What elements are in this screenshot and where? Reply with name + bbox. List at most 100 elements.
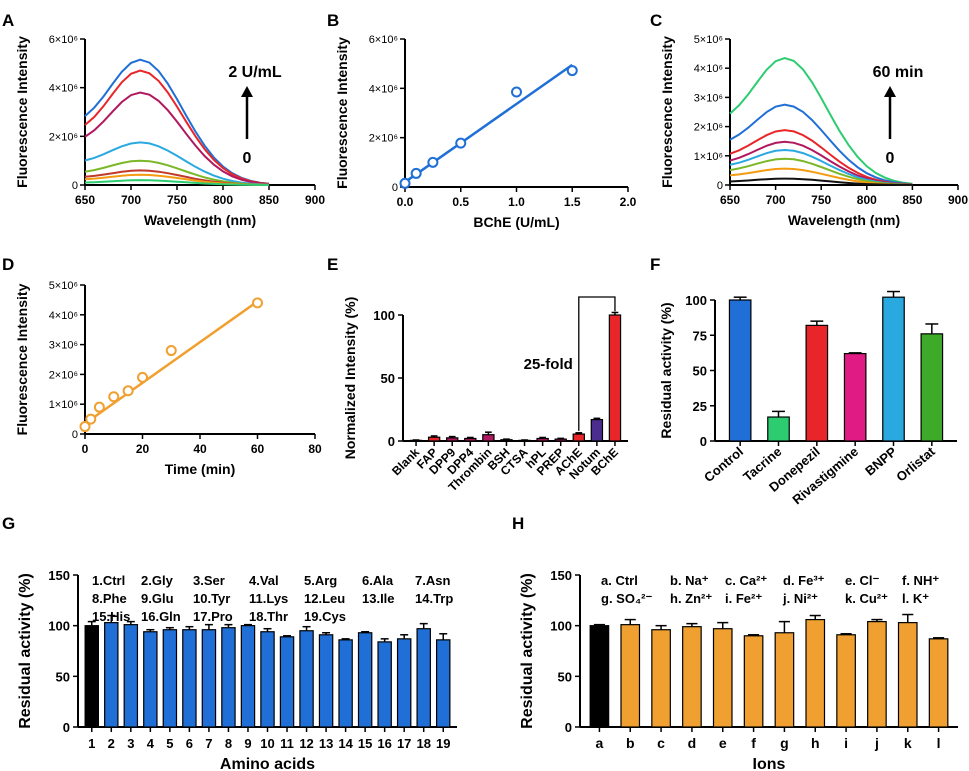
y-tick-label: 3×10⁶ <box>694 92 723 104</box>
bar <box>572 433 585 442</box>
y-tick-label: 5×10⁶ <box>49 280 78 292</box>
x-axis-label: Ions <box>753 756 786 771</box>
x-axis-label: Wavelength (nm) <box>144 212 256 228</box>
panel-letter: H <box>512 514 524 533</box>
data-point <box>137 371 148 383</box>
bar <box>416 628 431 728</box>
x-tick-label: 12 <box>299 736 313 751</box>
fit-line <box>84 300 259 425</box>
bar <box>590 418 604 442</box>
x-axis-label: BChE (U/mL) <box>473 214 559 230</box>
x-tick-label: 7 <box>205 736 212 751</box>
bar <box>805 618 826 728</box>
bar <box>518 439 531 442</box>
x-tick-label: 4 <box>147 736 155 751</box>
data-point <box>410 167 422 179</box>
x-tick-label: 1.5 <box>564 195 581 209</box>
bar <box>104 622 119 728</box>
bar <box>589 625 610 728</box>
x-tick-label: i <box>844 735 848 751</box>
y-tick-label: 6×10⁶ <box>369 34 398 46</box>
y-tick-label: 4×10⁶ <box>49 83 78 95</box>
bar <box>279 636 295 728</box>
y-tick-label: 0 <box>63 720 70 735</box>
bar <box>836 634 856 728</box>
y-tick-label: 4×10⁶ <box>694 63 723 75</box>
x-tick-label: a <box>596 735 604 751</box>
spectrum-line <box>729 103 913 186</box>
y-tick-label: 1×10⁶ <box>49 399 78 411</box>
x-tick-label: 60 <box>251 442 265 456</box>
bar <box>867 621 887 728</box>
bar <box>318 634 334 728</box>
bar <box>162 629 178 728</box>
bar <box>338 639 353 728</box>
x-tick-label: 19 <box>436 736 450 751</box>
x-tick-label: 40 <box>193 442 207 456</box>
panel-letter: C <box>650 11 662 30</box>
data-point <box>455 137 467 149</box>
y-axis-label: Fluorescence Intensity <box>334 37 350 189</box>
y-tick-label: 150 <box>550 568 572 583</box>
y-tick-label: 150 <box>48 568 70 583</box>
legend-entry: 5.Arg <box>304 573 337 588</box>
panel-e: E050100BlankFAPDPP9DPP4ThrombinBSHCTSAhP… <box>327 255 628 494</box>
y-tick-label: 1×10⁶ <box>694 151 723 163</box>
data-point <box>85 413 97 425</box>
bar <box>409 439 423 442</box>
panel-letter: A <box>2 11 14 30</box>
x-tick-label: 750 <box>811 193 831 207</box>
bar <box>620 624 641 728</box>
panel-letter: B <box>327 11 339 30</box>
fold-annotation: 25-fold <box>524 356 573 373</box>
x-tick-label: 13 <box>319 736 333 751</box>
x-tick-label: 14 <box>338 736 353 751</box>
legend-entry: e. Cl⁻ <box>845 573 879 588</box>
panel-a: A 0 2×10⁶ 4×10⁶ 6×10⁶ 650 700 750 800 850 900 Fluor… <box>2 11 325 228</box>
y-tick-label: 50 <box>56 669 70 684</box>
x-tick-label: 650 <box>75 193 95 207</box>
x-tick-label: 11 <box>280 736 294 751</box>
bar <box>554 438 567 442</box>
data-point <box>427 156 439 168</box>
data-point <box>79 421 91 433</box>
bar <box>728 299 752 442</box>
data-point <box>165 345 177 357</box>
y-tick-label: 0 <box>565 720 572 735</box>
x-tick-label: 850 <box>902 193 922 207</box>
bar <box>427 436 441 442</box>
x-tick-label: 20 <box>136 442 150 456</box>
y-tick-label: 100 <box>48 619 70 634</box>
legend-entry: 15.His <box>92 609 130 624</box>
legend-entry: k. Cu²⁺ <box>845 591 888 606</box>
legend-entry: 12.Leu <box>304 591 345 606</box>
spectrum-line <box>84 179 270 186</box>
x-tick-label: g <box>780 735 789 751</box>
bar <box>500 439 513 442</box>
y-tick-label: 75 <box>693 328 707 343</box>
x-axis-label: Wavelength (nm) <box>788 212 900 228</box>
x-axis-label: Amino acids <box>220 756 315 771</box>
data-point <box>566 65 578 77</box>
bar <box>123 624 139 728</box>
x-tick-label: 750 <box>167 193 187 207</box>
y-axis-label: Residual activity (%) <box>17 573 34 729</box>
y-tick-label: 5×10⁶ <box>694 34 723 46</box>
x-tick-label: 1 <box>88 736 95 751</box>
bar <box>377 641 392 728</box>
y-tick-label: 4×10⁶ <box>369 83 398 95</box>
x-tick-label: e <box>719 735 727 751</box>
spectrum-line <box>729 177 913 186</box>
panel-c: C 0 1×10⁶ 2×10⁶ 3×10⁶ 4×10⁶ 5×10⁶ 650 700 750 800 8… <box>650 11 968 228</box>
bar <box>536 437 549 442</box>
x-tick-label: 900 <box>305 193 325 207</box>
bar <box>221 627 236 728</box>
panel-h: H 0 50 100 150 a b c d e f g h i j k l Residual activity … <box>512 514 958 771</box>
legend-entry: 9.Glu <box>141 591 174 606</box>
x-tick-label: j <box>874 735 879 751</box>
bar <box>482 434 495 442</box>
annotation-top: 60 min <box>873 64 924 81</box>
x-tick-label: 16 <box>377 736 391 751</box>
x-axis-label: Time (min) <box>165 461 236 477</box>
y-tick-label: 50 <box>558 669 572 684</box>
